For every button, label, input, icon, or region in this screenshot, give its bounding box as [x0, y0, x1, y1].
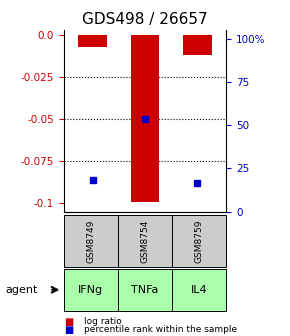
Text: ■: ■	[64, 325, 73, 335]
Text: agent: agent	[6, 285, 38, 295]
Text: TNFa: TNFa	[131, 285, 159, 295]
Text: ■: ■	[64, 317, 73, 327]
Text: GSM8754: GSM8754	[140, 219, 150, 263]
Text: GDS498 / 26657: GDS498 / 26657	[82, 12, 208, 27]
Text: GSM8749: GSM8749	[86, 219, 95, 263]
Bar	[183, 35, 212, 55]
Text: log ratio: log ratio	[84, 318, 122, 326]
Bar	[130, 35, 160, 202]
Text: IFNg: IFNg	[78, 285, 104, 295]
Text: IL4: IL4	[191, 285, 207, 295]
Text: percentile rank within the sample: percentile rank within the sample	[84, 326, 237, 334]
Bar	[78, 35, 107, 47]
Text: GSM8759: GSM8759	[195, 219, 204, 263]
